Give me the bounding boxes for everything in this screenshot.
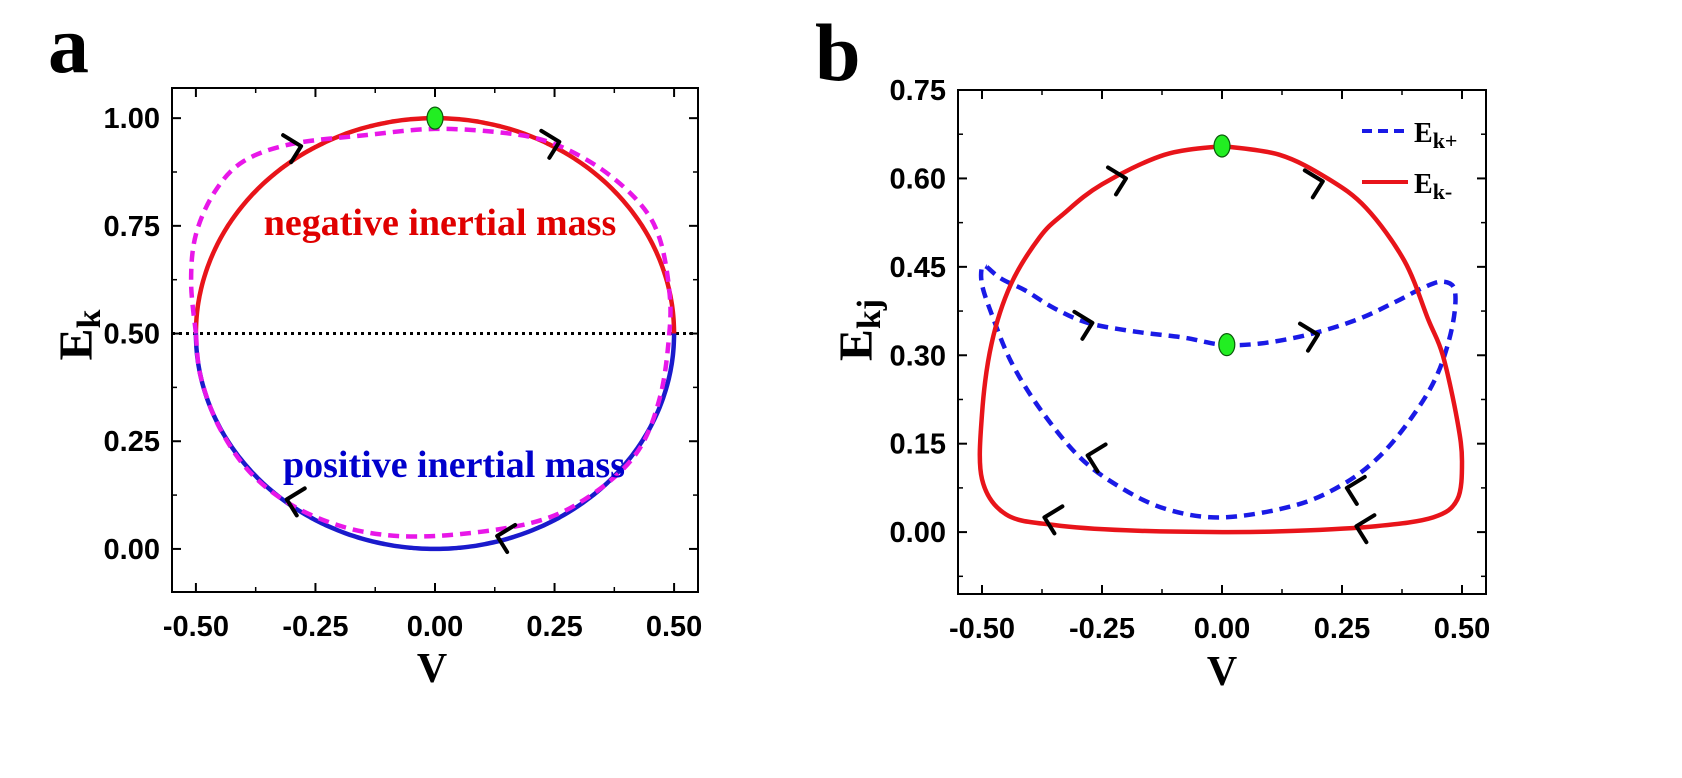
green-marker	[1218, 333, 1236, 357]
y-tick-label: 0.60	[890, 163, 946, 195]
x-tick-label: -0.25	[1069, 613, 1135, 645]
direction-arrow	[1354, 513, 1377, 545]
direction-arrow	[1042, 504, 1065, 536]
series-group-b	[977, 143, 1465, 535]
x-tick-label: 0.50	[646, 611, 702, 643]
direction-arrow	[1085, 442, 1108, 474]
x-tick-label: 0.00	[407, 611, 463, 643]
svg-text:Ek: Ek	[50, 309, 108, 360]
y-tick-label: 1.00	[104, 103, 160, 135]
tick-marks-b	[958, 89, 1486, 594]
green-marker	[426, 106, 444, 130]
legend-b: Ek+ Ek-	[1362, 118, 1457, 204]
x-tick-labels-a: -0.50 -0.25 0.00 0.25 0.50	[163, 611, 702, 643]
legend-label-ek-minus: Ek-	[1414, 169, 1452, 204]
y-axis-title-b: Ekj	[830, 299, 888, 361]
direction-arrow	[495, 523, 518, 554]
series-lower-arc	[193, 333, 677, 552]
y-axis-title-a-sub: k	[71, 309, 108, 328]
panel-label-a: a	[48, 0, 89, 90]
y-tick-label: 0.00	[104, 534, 160, 566]
direction-arrow	[1072, 309, 1095, 341]
panel-label-b: b	[815, 7, 861, 98]
direction-arrow	[1298, 321, 1320, 353]
y-tick-label: 0.15	[890, 429, 946, 461]
direction-arrow	[1302, 168, 1325, 200]
y-axis-title-b-sub: kj	[851, 299, 888, 329]
annotation-negative-mass: negative inertial mass	[264, 202, 617, 244]
annotation-positive-mass: positive inertial mass	[283, 444, 625, 486]
green-marker	[1213, 134, 1231, 158]
plot-frame-a	[171, 87, 699, 593]
y-tick-labels-b: 0.00 0.15 0.30 0.45 0.60 0.75	[890, 75, 946, 549]
y-tick-label: 0.25	[104, 426, 160, 458]
direction-arrows-a	[281, 128, 562, 554]
chart-panel-a: -0.50 -0.25 0.00 0.25 0.50 0.00 0.25 0.50 0.75 1…	[50, 87, 702, 692]
y-tick-label: 0.30	[890, 340, 946, 372]
x-axis-title-b: V	[1207, 649, 1237, 695]
x-tick-label: 0.50	[1434, 613, 1490, 645]
y-axis-title-b-main: E	[830, 329, 883, 361]
y-tick-label: 0.75	[104, 211, 160, 243]
markers-a	[426, 106, 444, 130]
direction-arrow	[281, 133, 304, 165]
y-axis-title-a-main: E	[50, 328, 103, 360]
x-tick-label: 0.25	[526, 611, 582, 643]
direction-arrows-b	[1042, 165, 1377, 545]
y-axis-title-a: Ek	[50, 309, 108, 360]
x-tick-label: -0.50	[949, 613, 1015, 645]
x-tick-label: -0.25	[282, 611, 348, 643]
direction-arrow	[1344, 474, 1367, 506]
x-tick-label: 0.25	[1314, 613, 1370, 645]
series-ek-	[978, 263, 1458, 520]
tick-marks-a	[172, 88, 698, 592]
y-tick-label: 0.00	[890, 517, 946, 549]
direction-arrow	[284, 486, 307, 518]
x-axis-title-a: V	[417, 646, 447, 692]
markers-b	[1213, 134, 1236, 357]
x-tick-label: 0.00	[1194, 613, 1250, 645]
direction-arrow	[1106, 165, 1128, 197]
legend-label-ek-plus: Ek+	[1414, 118, 1457, 153]
svg-text:Ekj: Ekj	[830, 299, 888, 361]
y-tick-label: 0.75	[890, 75, 946, 107]
x-tick-labels-b: -0.50 -0.25 0.00 0.25 0.50	[949, 613, 1490, 645]
x-tick-label: -0.50	[163, 611, 229, 643]
series-dashed-loop	[188, 126, 673, 539]
y-tick-labels-a: 0.00 0.25 0.50 0.75 1.00	[104, 103, 160, 566]
direction-arrow	[539, 128, 562, 160]
y-tick-label: 0.50	[104, 319, 160, 351]
chart-panel-b: -0.50 -0.25 0.00 0.25 0.50 0.000.150.300.450…	[830, 75, 1490, 695]
series-ek-	[977, 143, 1465, 535]
y-tick-label: 0.45	[890, 252, 946, 284]
